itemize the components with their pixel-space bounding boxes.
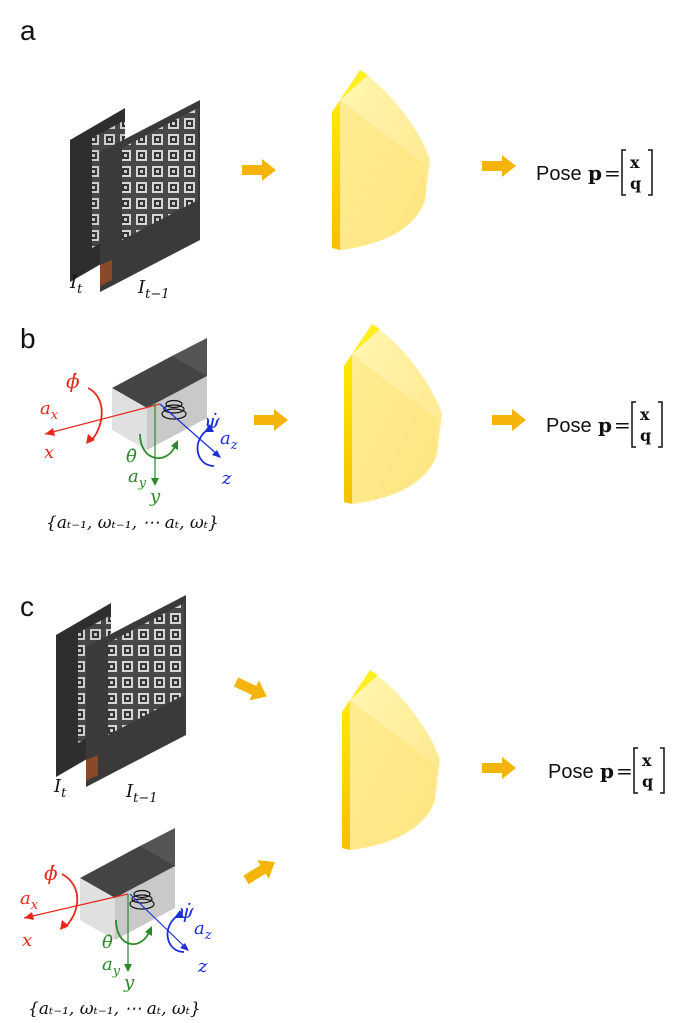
arrow-right-icon <box>254 409 288 431</box>
panel-letter-b: b <box>20 323 36 354</box>
psi-dot-label-c: ψ̇ <box>178 899 194 923</box>
svg-text:Pose: Pose <box>546 415 592 437</box>
phi-dot-label-c: ϕ̇ <box>44 861 58 885</box>
arrow-down-right-icon <box>231 672 272 707</box>
image-stack-c <box>56 595 186 787</box>
svg-text:p: p <box>600 759 614 783</box>
ax-label-c: ax <box>20 888 39 913</box>
ax-label-b: ax <box>40 398 59 423</box>
svg-text:=: = <box>616 759 633 783</box>
svg-text:=: = <box>604 161 621 185</box>
svg-text:Pose: Pose <box>548 761 594 783</box>
network-block-b <box>344 324 442 504</box>
imu-sequence-c: {aₜ₋₁, ωₜ₋₁, ⋯ aₜ, ωₜ} <box>28 999 201 1019</box>
arrow-right-icon <box>492 409 526 431</box>
z-axis-label-b: z <box>221 468 232 489</box>
imu-axes-c <box>23 873 189 972</box>
arrow-up-right-icon <box>240 852 281 890</box>
pose-output-b: Pose p = x q <box>546 401 663 448</box>
svg-text:Pose: Pose <box>536 163 582 185</box>
svg-text:q: q <box>630 174 641 193</box>
imu-axes-b <box>44 387 221 486</box>
ay-label-c: ay <box>102 954 121 979</box>
arrow-right-icon <box>482 155 516 177</box>
az-label-b: az <box>220 428 238 453</box>
arrow-right-icon <box>482 757 516 779</box>
svg-text:=: = <box>614 413 631 437</box>
imu-sequence-b: {aₜ₋₁, ωₜ₋₁, ⋯ aₜ, ωₜ} <box>46 513 219 533</box>
az-label-c: az <box>194 918 212 943</box>
z-axis-label-c: z <box>197 956 208 977</box>
x-axis-label-c: x <box>22 930 32 951</box>
ay-label-b: ay <box>128 466 147 491</box>
svg-text:p: p <box>598 413 612 437</box>
y-axis-label-c: y <box>123 972 135 993</box>
svg-text:x: x <box>642 751 652 770</box>
pose-output-c: Pose p = x q <box>548 747 665 794</box>
theta-dot-label-c: θ̇ <box>102 932 113 953</box>
svg-text:q: q <box>642 772 653 791</box>
x-axis-label-b: x <box>44 442 54 463</box>
panel-letter-c: c <box>20 591 34 622</box>
svg-text:x: x <box>630 153 640 172</box>
theta-dot-label-b: θ̇ <box>126 446 137 467</box>
y-axis-label-b: y <box>149 486 161 507</box>
phi-dot-label-b: ϕ̇ <box>66 369 80 393</box>
image-label-It-1-c: It−1 <box>125 781 158 806</box>
image-label-It-a: It <box>69 272 83 297</box>
arrow-right-icon <box>242 159 276 181</box>
image-label-It-c: It <box>53 776 67 801</box>
network-block-a <box>332 70 430 250</box>
network-block-c <box>342 670 440 850</box>
image-stack-a <box>70 100 200 292</box>
svg-text:q: q <box>640 426 651 445</box>
pose-output-a: Pose p = x q <box>536 149 653 196</box>
panel-letter-a: a <box>20 15 36 46</box>
svg-text:p: p <box>588 161 602 185</box>
svg-text:x: x <box>640 405 650 424</box>
image-label-It-1-a: It−1 <box>137 277 170 302</box>
psi-dot-label-b: ψ̇ <box>204 409 220 433</box>
